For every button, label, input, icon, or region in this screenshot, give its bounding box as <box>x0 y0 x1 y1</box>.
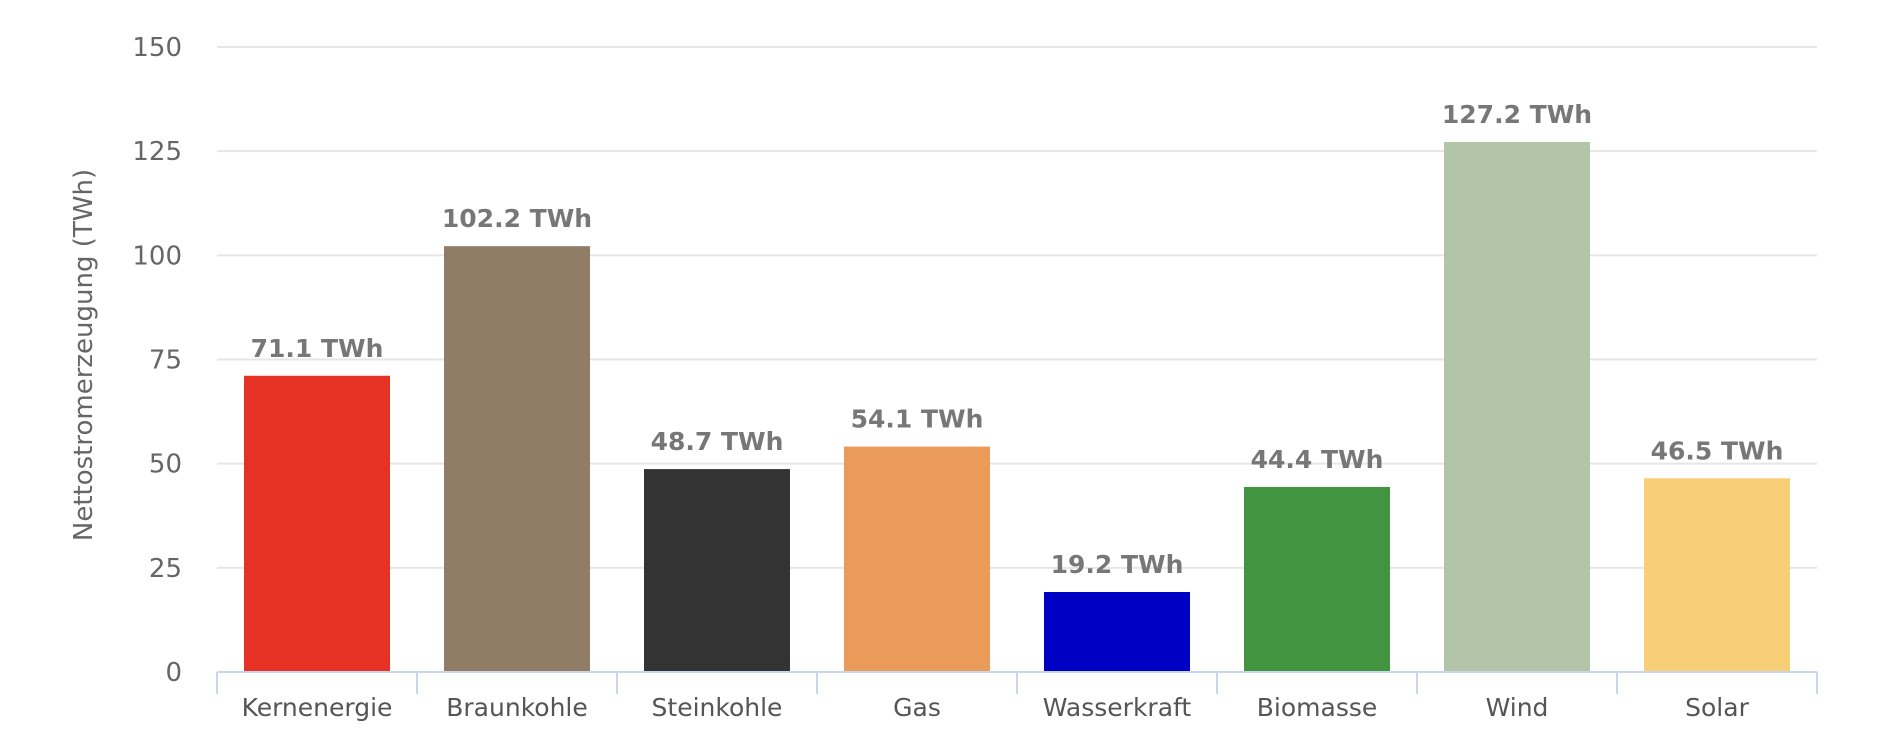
x-tick-label: Kernenergie <box>242 693 393 722</box>
data-labels: 71.1 TWh 102.2 TWh 48.7 TWh 54.1 TWh 19.2 TW… <box>251 100 1784 579</box>
bars <box>244 142 1790 672</box>
bar-solar <box>1644 478 1790 672</box>
y-axis-ticks: 0 25 50 75 100 125 150 <box>132 33 182 688</box>
y-tick-label: 125 <box>132 137 182 167</box>
data-label: 71.1 TWh <box>251 334 384 363</box>
data-label: 54.1 TWh <box>851 405 984 434</box>
x-tick-label: Gas <box>893 693 941 722</box>
data-label: 46.5 TWh <box>1651 436 1784 465</box>
bar-gas <box>844 446 990 672</box>
y-tick-label: 0 <box>165 658 182 688</box>
y-tick-label: 25 <box>149 554 182 584</box>
x-tick-label: Biomasse <box>1257 693 1378 722</box>
bar-wasserkraft <box>1044 592 1190 672</box>
x-axis: Kernenergie Braunkohle Steinkohle Gas Wasser… <box>216 671 1818 722</box>
data-label: 44.4 TWh <box>1251 445 1384 474</box>
bar-biomasse <box>1244 487 1390 672</box>
x-tick-label: Steinkohle <box>652 693 783 722</box>
x-tick-label: Braunkohle <box>446 693 588 722</box>
data-label: 48.7 TWh <box>651 427 784 456</box>
data-label: 19.2 TWh <box>1051 550 1184 579</box>
x-tick-label: Wind <box>1486 693 1549 722</box>
bar-braunkohle <box>444 246 590 672</box>
bar-wind <box>1444 142 1590 672</box>
y-tick-label: 150 <box>132 33 182 63</box>
y-tick-label: 75 <box>149 346 182 376</box>
bar-kernenergie <box>244 375 390 672</box>
y-tick-label: 50 <box>149 450 182 480</box>
x-tick-label: Wasserkraft <box>1043 693 1192 722</box>
bar-steinkohle <box>644 469 790 672</box>
y-tick-label: 100 <box>132 241 182 271</box>
x-tick-label: Solar <box>1685 693 1749 722</box>
y-axis-title: Nettostromerzeugung (TWh) <box>69 169 99 541</box>
data-label: 102.2 TWh <box>442 204 592 233</box>
data-label: 127.2 TWh <box>1442 100 1592 129</box>
